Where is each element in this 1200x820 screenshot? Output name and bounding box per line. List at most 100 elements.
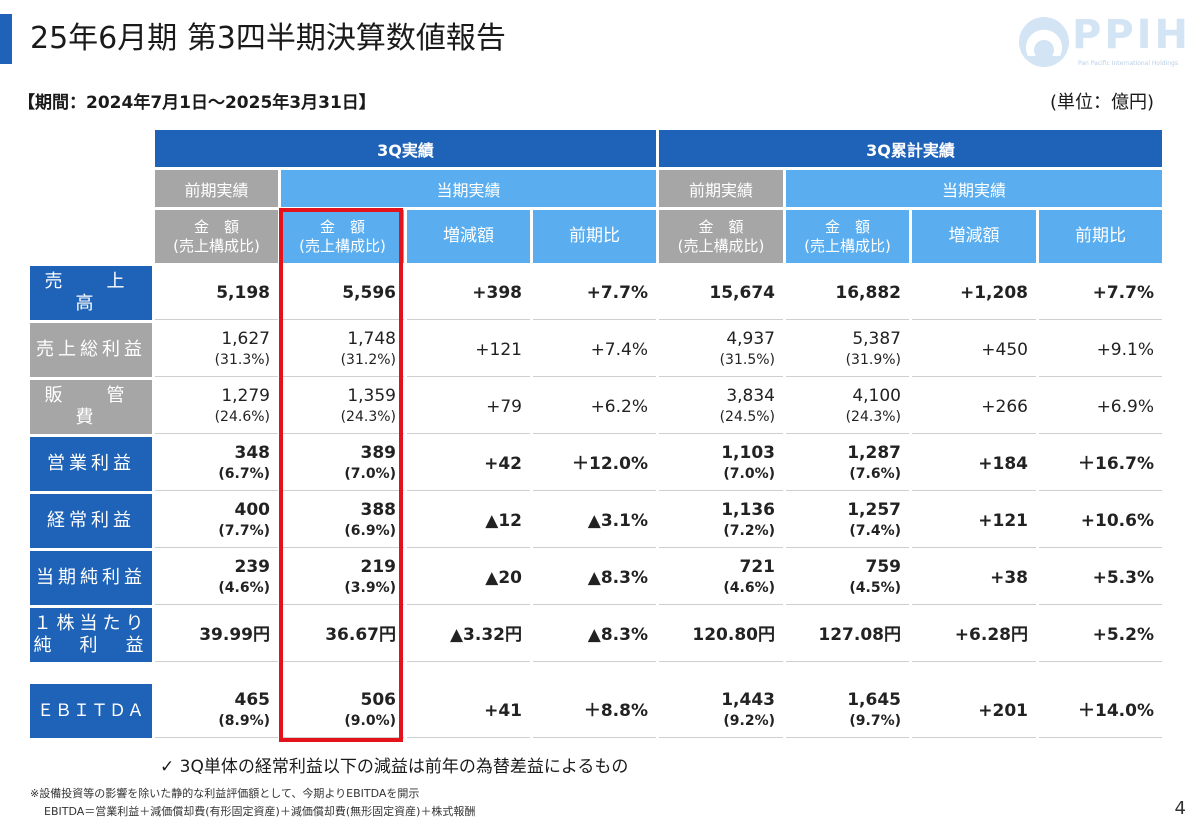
value-amount: 1,103 bbox=[721, 443, 775, 463]
row-label-sga: 販 管 費 bbox=[30, 380, 152, 434]
value-cell: +1,208 bbox=[912, 266, 1036, 320]
value-cell: 127.08円 bbox=[786, 608, 909, 662]
value-cell: ▲3.1% bbox=[533, 494, 656, 548]
value-amount: 506 bbox=[360, 690, 397, 710]
value-cell: +266 bbox=[912, 380, 1036, 434]
value-cell: +121 bbox=[912, 494, 1036, 548]
value-amount: 1,627 bbox=[221, 329, 270, 349]
row-label-net-profit: 当期純利益 bbox=[30, 551, 152, 605]
value-cell: ▲8.3% bbox=[533, 608, 656, 662]
value-cell: 219 (3.9%) bbox=[281, 551, 404, 605]
value-cell: +10.6% bbox=[1039, 494, 1162, 548]
value-cell: 1,287 (7.6%) bbox=[786, 437, 909, 491]
empty-corner bbox=[30, 130, 152, 167]
value-cell: 1,279 (24.6%) bbox=[155, 380, 278, 434]
table-row-net-profit: 当期純利益 239 (4.6%) 219 (3.9%) ▲20 ▲8.3% 721 (… bbox=[30, 551, 1162, 605]
value-cell: 4,937 (31.5%) bbox=[659, 323, 783, 377]
col-header-amount-line1: 金 額 bbox=[824, 217, 870, 236]
value-amount: 1,645 bbox=[847, 690, 901, 710]
table-row-sga: 販 管 費 1,279 (24.6%) 1,359 (24.3%) +79 +6.2… bbox=[30, 380, 1162, 434]
row-label-operating-profit: 営業利益 bbox=[30, 437, 152, 491]
value-cell: 5,387 (31.9%) bbox=[786, 323, 909, 377]
value-cell: ▲3.32円 bbox=[407, 608, 530, 662]
col-header-amount-line2: (売上構成比) bbox=[299, 236, 386, 255]
value-cell: 465 (8.9%) bbox=[155, 684, 278, 738]
value-cell: ▲8.3% bbox=[533, 551, 656, 605]
value-cell: +121 bbox=[407, 323, 530, 377]
table-row-eps: １株当たり純 利 益 39.99円 36.67円 ▲3.32円 ▲8.3% 12… bbox=[30, 608, 1162, 662]
value-pct: (31.5%) bbox=[719, 352, 775, 368]
value-cell: 1,748 (31.2%) bbox=[281, 323, 404, 377]
value-cell: 506 (9.0%) bbox=[281, 684, 404, 738]
value-cell: ＋12.0% bbox=[533, 437, 656, 491]
value-cell: +7.7% bbox=[533, 266, 656, 320]
col-header-amount-line2: (売上構成比) bbox=[804, 236, 891, 255]
value-cell: +6.2% bbox=[533, 380, 656, 434]
value-amount: 1,279 bbox=[221, 386, 270, 406]
row-label-eps-line1: １株当たり bbox=[33, 613, 149, 634]
value-cell: +184 bbox=[912, 437, 1036, 491]
value-cell: +398 bbox=[407, 266, 530, 320]
value-pct: (9.7%) bbox=[849, 713, 901, 729]
title-accent-bar bbox=[0, 14, 12, 64]
value-amount: 1,748 bbox=[347, 329, 396, 349]
value-cell: +7.4% bbox=[533, 323, 656, 377]
value-cell: 1,136 (7.2%) bbox=[659, 494, 783, 548]
table-row-ebitda: ＥＢＩＴＤＡ 465 (8.9%) 506 (9.0%) +41 ＋8.8% 1,4… bbox=[30, 684, 1162, 738]
value-pct: (3.9%) bbox=[344, 580, 396, 596]
col-header-change: 増減額 bbox=[912, 210, 1036, 263]
value-amount: 1,136 bbox=[721, 500, 775, 520]
value-cell: ▲20 bbox=[407, 551, 530, 605]
value-amount: 4,937 bbox=[726, 329, 775, 349]
value-cell: +201 bbox=[912, 684, 1036, 738]
value-pct: (24.3%) bbox=[845, 409, 901, 425]
value-amount: 389 bbox=[360, 443, 397, 463]
value-pct: (7.6%) bbox=[849, 466, 901, 482]
value-pct: (24.6%) bbox=[214, 409, 270, 425]
value-pct: (24.3%) bbox=[340, 409, 396, 425]
sub-header-current: 当期実績 bbox=[786, 170, 1162, 207]
value-cell: 3,834 (24.5%) bbox=[659, 380, 783, 434]
row-label-eps-line2: 純 利 益 bbox=[33, 635, 149, 656]
value-cell: ▲12 bbox=[407, 494, 530, 548]
value-amount: 4,100 bbox=[852, 386, 901, 406]
value-cell: 348 (6.7%) bbox=[155, 437, 278, 491]
value-pct: (31.9%) bbox=[845, 352, 901, 368]
value-cell: 388 (6.9%) bbox=[281, 494, 404, 548]
value-amount: 721 bbox=[739, 557, 776, 577]
value-pct: (6.7%) bbox=[218, 466, 270, 482]
value-pct: (6.9%) bbox=[344, 523, 396, 539]
value-pct: (7.2%) bbox=[723, 523, 775, 539]
unit-label: (単位：億円) bbox=[1049, 92, 1154, 113]
row-label-gross-profit: 売上総利益 bbox=[30, 323, 152, 377]
value-cell: 759 (4.5%) bbox=[786, 551, 909, 605]
value-amount: 388 bbox=[360, 500, 397, 520]
results-table: 3Q実績 3Q累計実績 前期実績 当期実績 前期実績 当期実績 金 額 (売上構成… bbox=[27, 127, 1165, 741]
value-cell: 1,645 (9.7%) bbox=[786, 684, 909, 738]
col-header-amount: 金 額 (売上構成比) bbox=[281, 210, 404, 263]
col-header-amount-line1: 金 額 bbox=[193, 217, 239, 236]
value-amount: 239 bbox=[234, 557, 271, 577]
value-amount: 219 bbox=[360, 557, 397, 577]
table-spacer-row bbox=[30, 665, 1162, 681]
col-header-change: 増減額 bbox=[407, 210, 530, 263]
value-cell: 1,257 (7.4%) bbox=[786, 494, 909, 548]
value-pct: (7.0%) bbox=[723, 466, 775, 482]
empty-corner bbox=[30, 170, 152, 207]
table-row-sales: 売 上 高 5,198 5,596 +398 +7.7% 15,674 16,8… bbox=[30, 266, 1162, 320]
value-pct: (24.5%) bbox=[719, 409, 775, 425]
col-header-amount-line1: 金 額 bbox=[319, 217, 365, 236]
value-cell: +79 bbox=[407, 380, 530, 434]
empty-corner bbox=[30, 210, 152, 263]
value-cell: 1,443 (9.2%) bbox=[659, 684, 783, 738]
value-amount: 1,443 bbox=[721, 690, 775, 710]
value-cell: +450 bbox=[912, 323, 1036, 377]
value-cell: +5.3% bbox=[1039, 551, 1162, 605]
value-cell: 1,103 (7.0%) bbox=[659, 437, 783, 491]
value-cell: 36.67円 bbox=[281, 608, 404, 662]
value-cell: 5,596 bbox=[281, 266, 404, 320]
sub-header-prior: 前期実績 bbox=[155, 170, 278, 207]
sub-header-current: 当期実績 bbox=[281, 170, 656, 207]
group-header-3q: 3Q実績 bbox=[155, 130, 656, 167]
value-cell: 5,198 bbox=[155, 266, 278, 320]
